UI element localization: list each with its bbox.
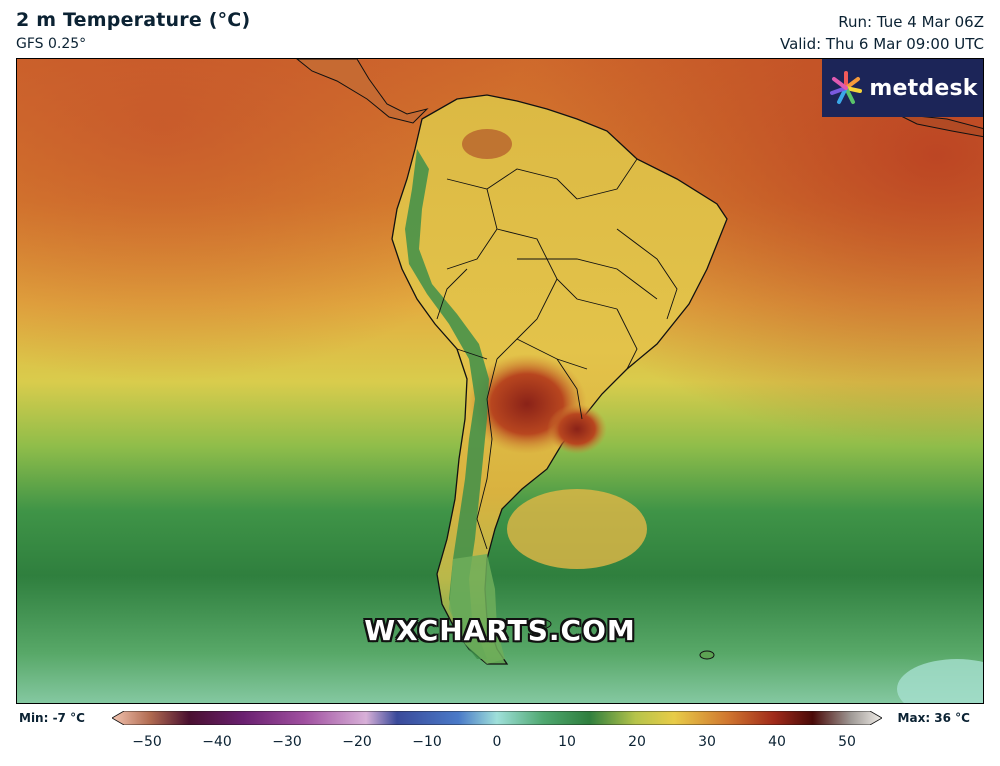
africa-coast <box>896 113 983 138</box>
temperature-map[interactable]: metdesk <box>16 58 984 704</box>
temperature-colorbar <box>112 711 882 725</box>
cool-corner <box>897 659 983 703</box>
map-title: 2 m Temperature (°C) <box>16 9 251 31</box>
hot-interior-uruguay <box>547 404 607 454</box>
colorbar-tick-label: −20 <box>342 734 372 750</box>
falkland-islands <box>526 618 552 630</box>
run-time-label: Run: Tue 4 Mar 06Z <box>838 13 984 31</box>
colorbar-tick-label: −40 <box>202 734 232 750</box>
legend-max-label: Max: 36 °C <box>897 711 970 725</box>
colorbar-tick-label: 20 <box>628 734 646 750</box>
colorbar-tick-label: 30 <box>698 734 716 750</box>
hot-north-venezuela <box>462 129 512 159</box>
colorbar-tick-label: −50 <box>132 734 162 750</box>
colorbar-tick-label: −10 <box>412 734 442 750</box>
wxcharts-watermark: WXCHARTS.COM <box>364 614 636 647</box>
colorbar-tick-label: −30 <box>272 734 302 750</box>
country-borders <box>436 158 678 550</box>
model-label: GFS 0.25° <box>16 36 87 52</box>
colorbar-tick-label: 0 <box>492 734 502 750</box>
legend-min-label: Min: -7 °C <box>19 711 85 725</box>
colorbar-tick-label: 40 <box>768 734 786 750</box>
colorbar-tick-label: 50 <box>838 734 856 750</box>
valid-time-label: Valid: Thu 6 Mar 09:00 UTC <box>779 35 984 53</box>
warm-plume <box>507 489 647 569</box>
metdesk-logo-text: metdesk <box>869 75 978 101</box>
south-georgia-island <box>699 650 715 660</box>
andes-cool-band <box>405 149 489 659</box>
colorbar-ticks: −50 −40 −30 −20 −10 0 10 20 30 40 50 <box>0 729 1000 759</box>
metdesk-logo: metdesk <box>822 59 983 117</box>
patagonia-cool-zone <box>449 554 505 664</box>
metdesk-starburst-icon <box>830 71 863 104</box>
colorbar-tick-label: 10 <box>558 734 576 750</box>
central-america-landmass <box>296 59 429 124</box>
temperature-map-canvas <box>17 59 983 703</box>
